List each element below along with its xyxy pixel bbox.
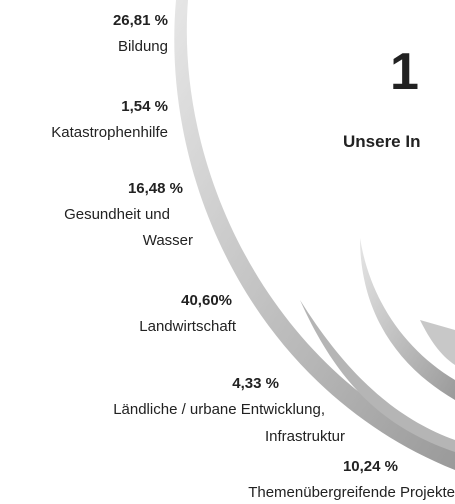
item-value: 1,54 %: [121, 98, 168, 115]
item-label: Ländliche / urbane Entwicklung,: [113, 401, 325, 418]
item-label: Themenübergreifende Projekte: [248, 484, 455, 501]
item-label: Gesundheit und: [64, 206, 170, 223]
item-label: Katastrophenhilfe: [51, 124, 168, 141]
item-value: 16,48 %: [128, 180, 183, 197]
item-label: Bildung: [118, 38, 168, 55]
item-value: 40,60%: [181, 292, 232, 309]
page: 1 Unsere In 26,81 % Bildung 1,54 % Katastro…: [0, 0, 455, 504]
decorative-arcs: [0, 0, 455, 504]
item-value: 26,81 %: [113, 12, 168, 29]
heading-title: Unsere In: [343, 132, 420, 152]
item-label: Wasser: [143, 232, 193, 249]
arc: [360, 238, 455, 400]
heading-number: 1: [390, 42, 419, 102]
item-value: 10,24 %: [343, 458, 398, 475]
item-label: Infrastruktur: [265, 428, 345, 445]
item-label: Landwirtschaft: [139, 318, 236, 335]
item-value: 4,33 %: [232, 375, 279, 392]
